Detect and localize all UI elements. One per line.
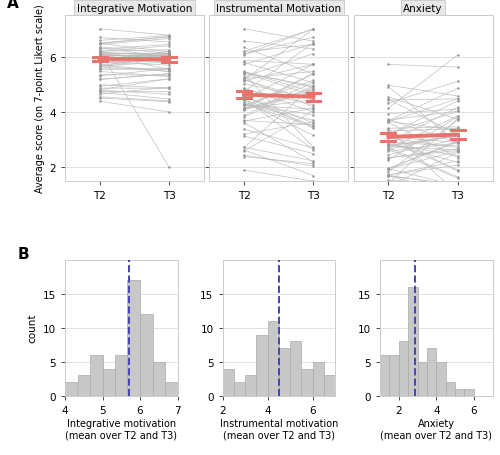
Bar — [408, 287, 418, 396]
Bar — [380, 355, 390, 396]
Text: A: A — [6, 0, 18, 11]
Bar — [245, 375, 256, 396]
Title: Instrumental Motivation: Instrumental Motivation — [216, 4, 342, 14]
Bar — [234, 382, 245, 396]
Bar — [312, 362, 324, 396]
Bar — [446, 382, 455, 396]
Bar — [90, 355, 102, 396]
Bar — [464, 389, 474, 396]
X-axis label: Integrative motivation
(mean over T2 and T3): Integrative motivation (mean over T2 and… — [65, 418, 177, 439]
Bar — [78, 375, 90, 396]
Bar — [301, 369, 312, 396]
Bar — [418, 362, 427, 396]
Bar — [65, 382, 78, 396]
Bar — [290, 342, 301, 396]
Y-axis label: count: count — [27, 313, 37, 343]
Bar — [427, 349, 436, 396]
Title: Integrative Motivation: Integrative Motivation — [76, 4, 192, 14]
Bar — [102, 369, 115, 396]
Title: Anxiety: Anxiety — [404, 4, 443, 14]
Bar — [399, 342, 408, 396]
Bar — [324, 375, 335, 396]
Bar — [222, 369, 234, 396]
Bar — [256, 335, 268, 396]
Bar — [436, 362, 446, 396]
Bar — [390, 355, 399, 396]
Bar — [455, 389, 464, 396]
X-axis label: Instrumental motivation
(mean over T2 and T3): Instrumental motivation (mean over T2 an… — [220, 418, 338, 439]
Bar — [128, 281, 140, 396]
Text: B: B — [18, 247, 30, 262]
Bar — [115, 355, 128, 396]
Bar — [279, 349, 290, 396]
Bar — [268, 321, 279, 396]
Bar — [140, 314, 152, 396]
Bar — [152, 362, 165, 396]
Bar — [165, 382, 177, 396]
Y-axis label: Average score (on 7-point Likert scale): Average score (on 7-point Likert scale) — [35, 5, 45, 193]
X-axis label: Anxiety
(mean over T2 and T3): Anxiety (mean over T2 and T3) — [380, 418, 492, 439]
